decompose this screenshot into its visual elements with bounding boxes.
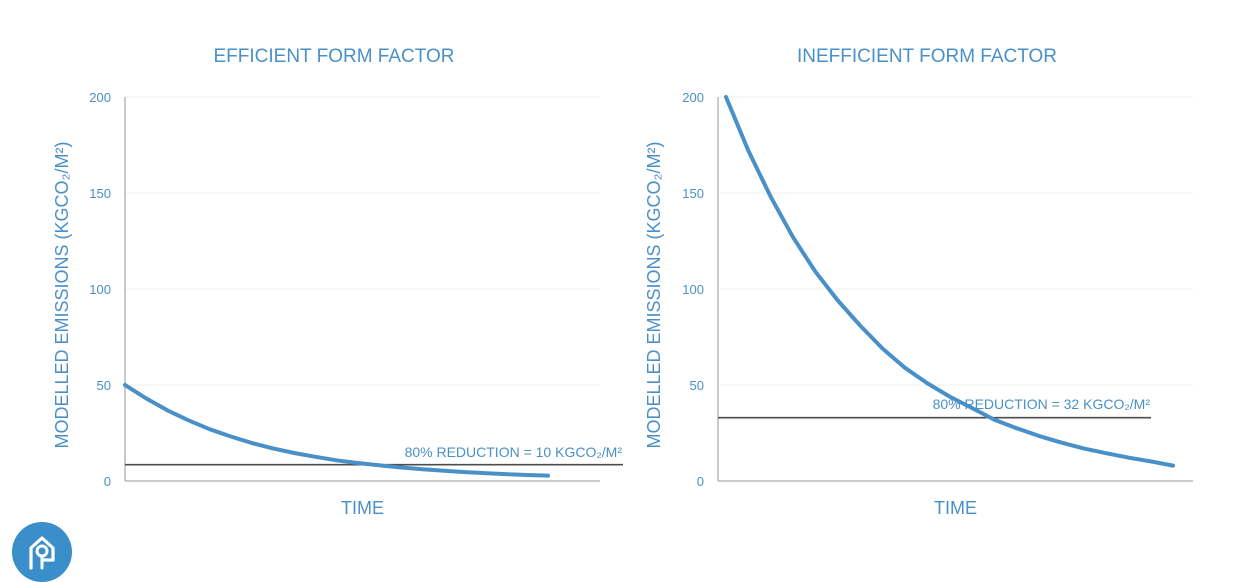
efficient-y-axis-label: MODELLED EMISSIONS (KGCO₂/M²) — [52, 141, 72, 448]
inefficient-ytick-50: 50 — [690, 378, 704, 393]
inefficient-ytick-0: 0 — [697, 474, 704, 489]
inefficient-ytick-200: 200 — [682, 90, 704, 105]
logo-badge[interactable] — [12, 522, 72, 582]
efficient-ytick-50: 50 — [97, 378, 111, 393]
efficient-threshold-label: 80% REDUCTION = 10 KGCO₂/M² — [405, 444, 623, 460]
inefficient-threshold-label: 80% REDUCTION = 32 KGCO₂/M² — [933, 396, 1151, 412]
inefficient-ytick-150: 150 — [682, 186, 704, 201]
house-pin-logo-icon — [29, 536, 55, 570]
efficient-x-axis-label: TIME — [341, 498, 384, 518]
inefficient-y-axis-label: MODELLED EMISSIONS (KGCO₂/M²) — [644, 141, 664, 448]
inefficient-x-axis-label: TIME — [934, 498, 977, 518]
efficient-emissions-curve — [123, 383, 550, 478]
efficient-ytick-200: 200 — [89, 90, 111, 105]
efficient-ytick-100: 100 — [89, 282, 111, 297]
inefficient-ytick-100: 100 — [682, 282, 704, 297]
efficient-chart-title: EFFICIENT FORM FACTOR — [213, 46, 454, 67]
efficient-ytick-150: 150 — [89, 186, 111, 201]
efficient-ytick-0: 0 — [104, 474, 111, 489]
inefficient-emissions-curve — [724, 95, 1175, 468]
inefficient-chart-title: INEFFICIENT FORM FACTOR — [797, 46, 1057, 67]
